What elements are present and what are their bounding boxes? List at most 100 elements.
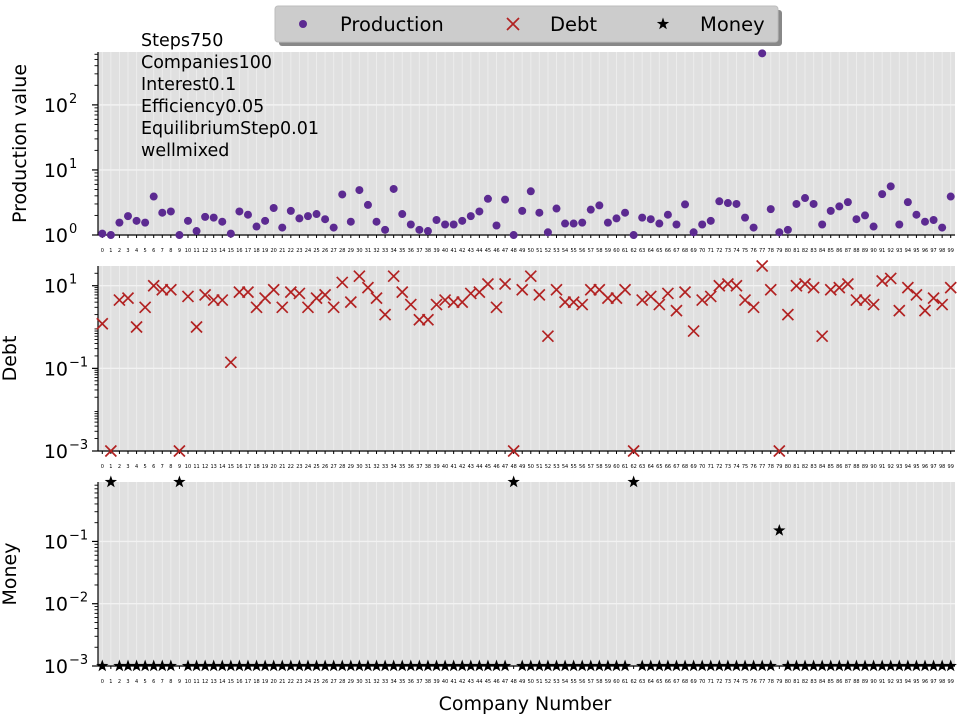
data-point (621, 208, 630, 217)
data-point (944, 659, 957, 672)
x-tick-label-88: 88 (853, 464, 859, 470)
x-tick-label-50: 50 (528, 679, 534, 685)
x-tick-label-76: 76 (750, 679, 756, 685)
data-point (346, 217, 355, 226)
data-point (747, 301, 760, 314)
x-tick-label-80: 80 (785, 464, 791, 470)
data-point (884, 659, 897, 672)
data-point (138, 659, 152, 672)
legend-label-money: Money (700, 13, 765, 36)
x-tick-label-0: 0 (101, 248, 104, 254)
x-tick-label-86: 86 (836, 248, 842, 254)
x-tick-label-90: 90 (870, 464, 876, 470)
x-tick-label-85: 85 (828, 248, 834, 254)
data-point (730, 279, 743, 292)
x-tick-label-38: 38 (425, 464, 431, 470)
data-point (601, 292, 615, 305)
data-point (835, 202, 844, 211)
x-tick-label-87: 87 (845, 679, 851, 685)
x-tick-label-59: 59 (605, 248, 611, 254)
data-point (224, 356, 237, 369)
data-point (541, 330, 555, 343)
legend[interactable]: Production Debt Money (274, 5, 782, 46)
x-tick-label-52: 52 (545, 464, 551, 470)
data-point (336, 659, 349, 672)
x-tick-label-56: 56 (579, 679, 585, 685)
data-point (372, 217, 381, 226)
data-point (764, 283, 777, 296)
data-point (884, 272, 897, 285)
x-tick-label-12: 12 (202, 248, 208, 254)
x-tick-label-11: 11 (193, 248, 199, 254)
y-axis-label: Debt (0, 336, 21, 382)
x-tick-label-33: 33 (382, 679, 388, 685)
x-tick-label-82: 82 (802, 679, 808, 685)
x-tick-label-89: 89 (862, 248, 868, 254)
data-point (944, 281, 957, 294)
data-point (164, 283, 177, 296)
x-tick-label-92: 92 (888, 248, 894, 254)
x-tick-label-36: 36 (408, 679, 414, 685)
data-point (781, 659, 795, 672)
data-point (464, 659, 477, 672)
y-tick-label-2: 10 (44, 531, 68, 553)
x-tick-label-37: 37 (416, 248, 422, 254)
data-point (130, 659, 143, 672)
data-point (584, 283, 597, 296)
x-tick-label-0: 0 (101, 464, 104, 470)
x-tick-label-89: 89 (862, 464, 868, 470)
x-tick-label-81: 81 (793, 679, 799, 685)
x-tick-label-81: 81 (793, 464, 799, 470)
data-point (910, 288, 923, 301)
data-point (96, 317, 109, 330)
data-point (730, 659, 743, 672)
x-tick-label-97: 97 (930, 464, 936, 470)
x-tick-label-11: 11 (193, 464, 199, 470)
x-tick-label-14: 14 (219, 679, 225, 685)
data-point (132, 216, 141, 225)
data-point (758, 49, 767, 58)
data-point (498, 659, 512, 672)
x-tick-label-48: 48 (510, 679, 516, 685)
data-point (807, 281, 820, 294)
x-tick-label-73: 73 (725, 248, 731, 254)
data-point (918, 304, 932, 317)
x-tick-label-72: 72 (716, 464, 722, 470)
data-point (269, 204, 278, 213)
x-tick-label-67: 67 (673, 464, 679, 470)
x-tick-label-34: 34 (390, 464, 396, 470)
x-tick-label-78: 78 (768, 248, 774, 254)
data-point (893, 304, 906, 317)
data-point (618, 283, 632, 296)
data-point (396, 286, 409, 299)
data-point (243, 210, 252, 219)
data-point (363, 200, 372, 209)
x-tick-label-27: 27 (330, 248, 336, 254)
x-tick-label-11: 11 (193, 679, 199, 685)
legend-label-production: Production (340, 13, 444, 36)
data-point (396, 659, 409, 672)
x-tick-label-92: 92 (888, 679, 894, 685)
data-point (858, 293, 872, 307)
data-point (773, 444, 786, 458)
data-point (552, 204, 561, 213)
data-point (704, 290, 717, 303)
data-point (355, 186, 364, 195)
x-tick-label-53: 53 (553, 248, 559, 254)
data-point (115, 218, 124, 227)
data-point (875, 659, 889, 672)
x-tick-label-95: 95 (913, 248, 919, 254)
x-tick-label-69: 69 (690, 464, 696, 470)
x-tick-label-60: 60 (613, 464, 619, 470)
x-tick-label-44: 44 (476, 679, 482, 685)
data-point (578, 218, 587, 227)
data-point (473, 659, 486, 672)
x-tick-label-59: 59 (605, 464, 611, 470)
x-tick-label-10: 10 (185, 248, 191, 254)
data-point (501, 195, 510, 204)
data-point (318, 659, 332, 672)
data-point (321, 215, 330, 224)
x-tick-label-95: 95 (913, 464, 919, 470)
data-point (183, 216, 192, 225)
x-tick-label-81: 81 (793, 248, 799, 254)
